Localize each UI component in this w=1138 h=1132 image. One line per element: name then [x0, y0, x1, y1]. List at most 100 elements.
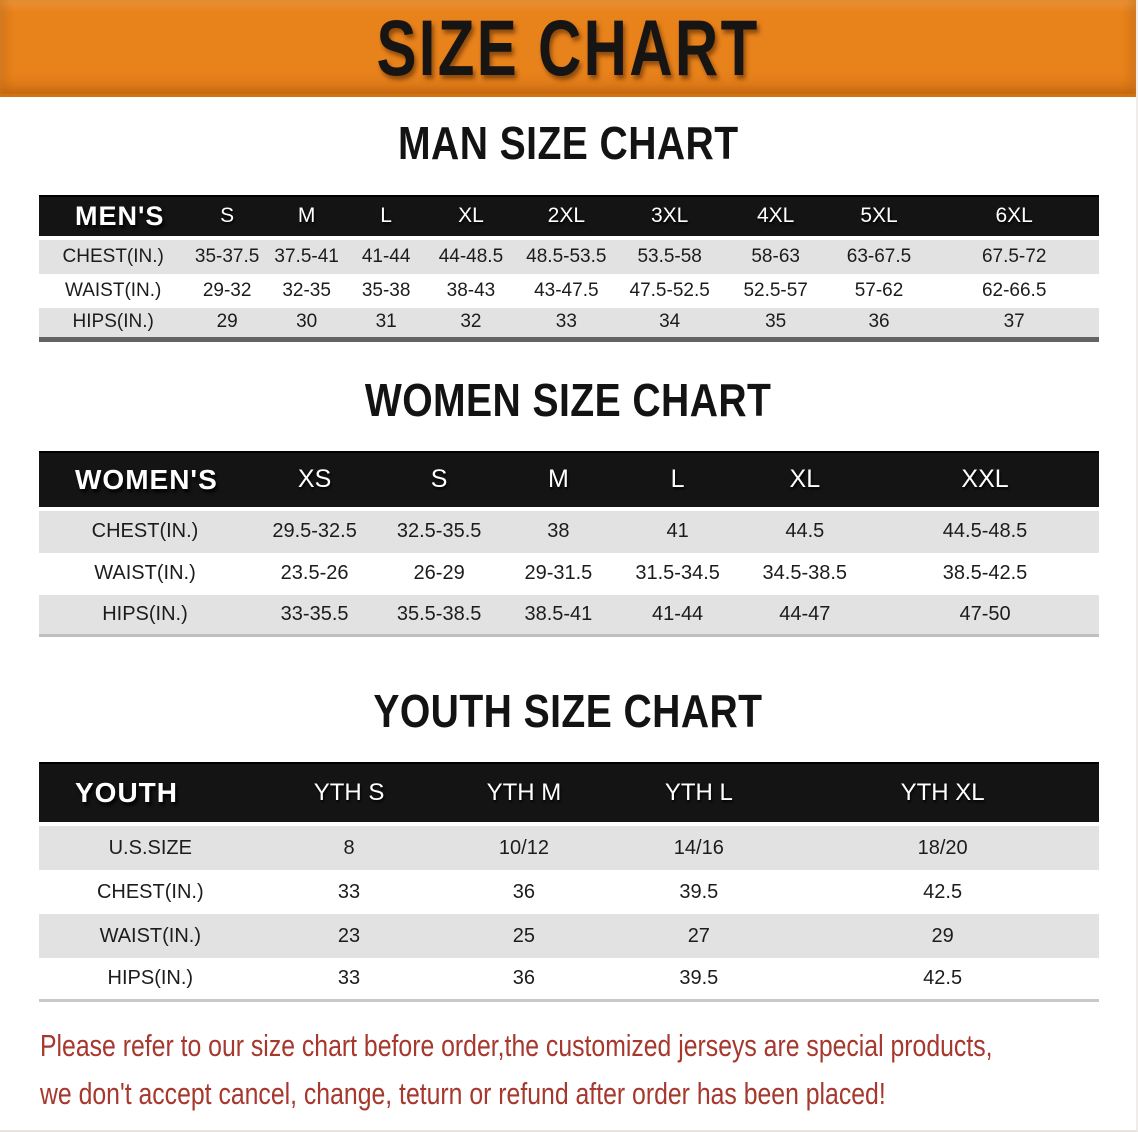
- measurement-value: 23: [261, 914, 437, 959]
- measurement-value: 38.5-41: [500, 594, 617, 637]
- measurement-value: 34: [616, 307, 723, 342]
- measurement-value: 10/12: [436, 826, 612, 871]
- banner-title: SIZE CHART: [376, 2, 760, 92]
- measurement-value: 29: [187, 307, 267, 342]
- measurement-value: 38-43: [425, 273, 516, 308]
- women-size-table: WOMEN'S XS S M L XL XXL CHEST(IN.) 29.5-32.5 32.5…: [39, 450, 1099, 637]
- women-chart-heading-text: WOMEN SIZE CHART: [364, 373, 772, 426]
- measurement-value: 33: [515, 307, 617, 342]
- measurement-value: 62-66.5: [929, 273, 1099, 308]
- measurement-label: HIPS(IN.): [39, 958, 262, 1003]
- measurement-value: 33: [261, 870, 437, 915]
- table-category-header: WOMEN'S: [39, 450, 251, 511]
- men-size-table: MEN'S S M L XL 2XL 3XL 4XL 5XL 6XL CHEST(IN.) 35-37…: [39, 194, 1099, 342]
- measurement-value: 39.5: [611, 958, 787, 1003]
- measurement-label: CHEST(IN.): [39, 239, 188, 274]
- size-column-header: XXL: [871, 450, 1099, 511]
- size-column-header: YTH XL: [786, 762, 1099, 827]
- measurement-value: 32.5-35.5: [378, 510, 501, 553]
- disclaimer-line-1: Please refer to our size chart before or…: [40, 1028, 993, 1064]
- table-row: U.S.SIZE 8 10/12 14/16 18/20: [39, 826, 1099, 871]
- measurement-value: 23.5-26: [251, 552, 379, 595]
- measurement-value: 37.5-41: [266, 239, 347, 274]
- disclaimer-line-2: we don't accept cancel, change, teturn o…: [40, 1076, 886, 1112]
- size-column-header: XL: [738, 450, 872, 511]
- measurement-value: 26-29: [378, 552, 501, 595]
- measurement-value: 57-62: [828, 273, 930, 308]
- measurement-label: HIPS(IN.): [39, 594, 251, 637]
- size-column-header: YTH L: [611, 762, 787, 827]
- measurement-label: WAIST(IN.): [39, 914, 262, 959]
- measurement-value: 32-35: [266, 273, 347, 308]
- table-row: HIPS(IN.) 33-35.5 35.5-38.5 38.5-41 41-44 44-…: [39, 594, 1099, 637]
- measurement-value: 53.5-58: [616, 239, 723, 274]
- measurement-value: 36: [436, 958, 612, 1003]
- youth-chart-heading-text: YOUTH SIZE CHART: [373, 684, 763, 737]
- table-row: CHEST(IN.) 29.5-32.5 32.5-35.5 38 41 44.5 44.5…: [39, 510, 1099, 553]
- size-column-header: XS: [251, 450, 379, 511]
- size-column-header: 6XL: [929, 194, 1099, 240]
- table-row: CHEST(IN.) 33 36 39.5 42.5: [39, 870, 1099, 915]
- youth-size-table: YOUTH YTH S YTH M YTH L YTH XL U.S.SIZE 8 10/12…: [39, 762, 1099, 1003]
- table-row: WAIST(IN.) 29-32 32-35 35-38 38-43 43-47.5 47.…: [39, 273, 1099, 308]
- measurement-value: 14/16: [611, 826, 787, 871]
- size-column-header: S: [378, 450, 501, 511]
- measurement-value: 27: [611, 914, 787, 959]
- size-column-header: 5XL: [828, 194, 930, 240]
- measurement-value: 39.5: [611, 870, 787, 915]
- table-category-header: YOUTH: [39, 762, 262, 827]
- measurement-label: WAIST(IN.): [39, 552, 251, 595]
- measurement-value: 35: [722, 307, 829, 342]
- measurement-value: 29-32: [187, 273, 267, 308]
- size-column-header: 2XL: [515, 194, 617, 240]
- size-chart-banner: SIZE CHART: [0, 0, 1136, 97]
- measurement-value: 25: [436, 914, 612, 959]
- measurement-value: 31.5-34.5: [616, 552, 739, 595]
- women-chart-heading: WOMEN SIZE CHART: [0, 373, 1136, 426]
- men-chart-heading: MAN SIZE CHART: [0, 119, 1136, 168]
- measurement-value: 36: [828, 307, 930, 342]
- measurement-value: 29: [786, 914, 1099, 959]
- measurement-value: 18/20: [786, 826, 1099, 871]
- youth-size-chart-section: YOUTH SIZE CHART YOUTH YTH S YTH M YTH L YTH…: [0, 684, 1136, 1003]
- measurement-value: 32: [425, 307, 516, 342]
- measurement-value: 41-44: [616, 594, 739, 637]
- measurement-value: 30: [266, 307, 347, 342]
- measurement-label: CHEST(IN.): [39, 510, 251, 553]
- table-row: HIPS(IN.) 29 30 31 32 33 34 35 36 37: [39, 307, 1099, 342]
- table-header-row: YOUTH YTH S YTH M YTH L YTH XL: [39, 762, 1099, 827]
- size-column-header: M: [500, 450, 617, 511]
- table-row: WAIST(IN.) 23 25 27 29: [39, 914, 1099, 959]
- size-column-header: 3XL: [616, 194, 723, 240]
- size-column-header: L: [616, 450, 739, 511]
- measurement-value: 48.5-53.5: [515, 239, 617, 274]
- measurement-value: 35-37.5: [187, 239, 267, 274]
- table-category-header: MEN'S: [39, 194, 188, 240]
- measurement-value: 34.5-38.5: [738, 552, 872, 595]
- measurement-value: 38.5-42.5: [871, 552, 1099, 595]
- measurement-value: 47.5-52.5: [616, 273, 723, 308]
- table-row: CHEST(IN.) 35-37.5 37.5-41 41-44 44-48.5 48.5…: [39, 239, 1099, 274]
- measurement-value: 43-47.5: [515, 273, 617, 308]
- measurement-value: 31: [346, 307, 426, 342]
- size-column-header: L: [346, 194, 426, 240]
- measurement-value: 44-47: [738, 594, 872, 637]
- measurement-value: 41-44: [346, 239, 426, 274]
- men-chart-heading-text: MAN SIZE CHART: [397, 117, 739, 169]
- measurement-value: 38: [500, 510, 617, 553]
- measurement-value: 8: [261, 826, 437, 871]
- measurement-label: WAIST(IN.): [39, 273, 188, 308]
- measurement-value: 33-35.5: [251, 594, 379, 637]
- measurement-value: 29.5-32.5: [251, 510, 379, 553]
- measurement-value: 42.5: [786, 870, 1099, 915]
- size-column-header: 4XL: [722, 194, 829, 240]
- size-column-header: S: [187, 194, 267, 240]
- measurement-value: 67.5-72: [929, 239, 1099, 274]
- size-column-header: YTH M: [436, 762, 612, 827]
- youth-chart-heading: YOUTH SIZE CHART: [0, 684, 1136, 737]
- men-size-chart-section: MAN SIZE CHART MEN'S S M L XL 2XL 3XL 4XL 5XL 6XL…: [0, 119, 1136, 342]
- measurement-value: 33: [261, 958, 437, 1003]
- table-header-row: WOMEN'S XS S M L XL XXL: [39, 450, 1099, 511]
- measurement-value: 44-48.5: [425, 239, 516, 274]
- size-column-header: YTH S: [261, 762, 437, 827]
